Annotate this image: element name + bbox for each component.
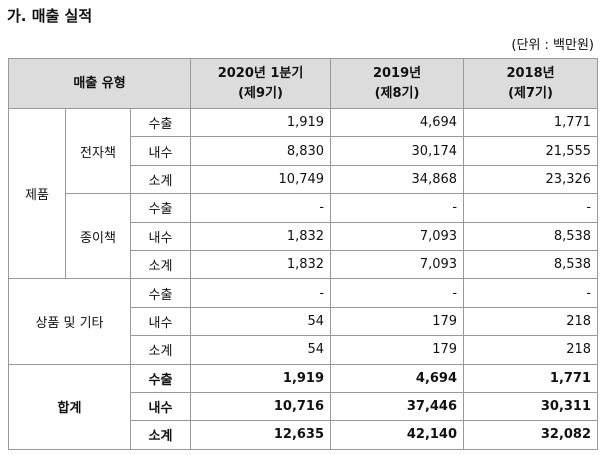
table-row: 제품 전자책 수출 1,919 4,694 1,771 <box>8 107 599 280</box>
table-row: 소계 54 179 218 <box>9 335 599 365</box>
value-cell: 1,832 <box>190 221 332 251</box>
value-cell: 8,830 <box>190 136 332 166</box>
value-cell: 54 <box>190 335 332 365</box>
header-cell: 2018년 (제7기) <box>463 58 599 109</box>
value-cell: 1,919 <box>190 363 332 393</box>
value-cell: 1,919 <box>190 107 332 138</box>
value-cell: 32,082 <box>463 420 599 450</box>
value-cell: - <box>330 193 465 223</box>
kind-cell: 내수 <box>129 306 192 337</box>
value-cell: 8,538 <box>463 249 599 280</box>
value-cell: 10,749 <box>190 164 332 195</box>
value-cell: 7,093 <box>330 221 465 251</box>
table-row: 소계 12,635 42,140 32,082 <box>9 420 599 450</box>
table-row: 소계 10,749 34,868 23,326 <box>9 164 599 195</box>
table-row: 종이책 수출 - - - <box>9 193 599 280</box>
value-cell: 179 <box>330 306 465 337</box>
sales-table: 매출 유형 2020년 1분기 (제9기) 2019년 (제8기) 2018년 (제7기)… <box>7 58 599 450</box>
value-cell: 4,694 <box>330 363 465 393</box>
kind-cell: 수출 <box>129 107 192 138</box>
header-cell: 2020년 1분기 (제9기) <box>190 58 332 109</box>
group-cell: 상품 및 기타 <box>8 278 131 365</box>
value-cell: - <box>190 278 332 308</box>
table-row: 상품 및 기타 수출 - - - <box>8 278 599 365</box>
value-cell: 218 <box>463 335 599 365</box>
unit-note: (단위 : 백만원) <box>511 38 594 53</box>
table-row: 내수 8,830 30,174 21,555 <box>9 136 599 166</box>
value-cell: 23,326 <box>463 164 599 195</box>
table-row: 소계 1,832 7,093 8,538 <box>9 249 599 280</box>
value-cell: 7,093 <box>330 249 465 280</box>
value-cell: 218 <box>463 306 599 337</box>
table-row: 내수 1,832 7,093 8,538 <box>9 221 599 251</box>
table-row: 합계 수출 1,919 4,694 1,771 <box>8 363 599 450</box>
value-cell: - <box>463 278 599 308</box>
value-cell: 8,538 <box>463 221 599 251</box>
header-line: 2018년 <box>506 65 555 81</box>
header-cell: 매출 유형 <box>7 58 192 109</box>
subgroup-cell: 전자책 <box>65 107 131 195</box>
value-cell: 1,771 <box>463 107 599 138</box>
value-cell: 1,771 <box>463 363 599 393</box>
subgroup-cell: 종이책 <box>65 193 131 280</box>
value-cell: 1,832 <box>190 249 332 280</box>
kind-cell: 수출 <box>129 363 192 393</box>
header-line: (제8기) <box>374 85 420 101</box>
kind-cell: 내수 <box>129 221 192 251</box>
kind-cell: 소계 <box>129 420 192 450</box>
value-cell: 10,716 <box>190 391 332 422</box>
value-cell: 34,868 <box>330 164 465 195</box>
table-row: 내수 54 179 218 <box>9 306 599 337</box>
value-cell: 30,174 <box>330 136 465 166</box>
header-line: (제7기) <box>508 85 553 101</box>
kind-cell: 수출 <box>129 278 192 308</box>
value-cell: 30,311 <box>463 391 599 422</box>
group-cell: 제품 <box>8 107 66 280</box>
header-line: 2019년 <box>372 65 422 81</box>
kind-cell: 소계 <box>129 164 192 195</box>
value-cell: - <box>330 278 465 308</box>
section-title: 가. 매출 실적 <box>7 7 93 25</box>
value-cell: 54 <box>190 306 332 337</box>
value-cell: 12,635 <box>190 420 332 450</box>
kind-cell: 소계 <box>129 335 192 365</box>
kind-cell: 내수 <box>129 391 192 422</box>
value-cell: 21,555 <box>463 136 599 166</box>
value-cell: 37,446 <box>330 391 465 422</box>
header-row: 매출 유형 2020년 1분기 (제9기) 2019년 (제8기) 2018년 (제7기) <box>7 58 599 109</box>
table-row: 내수 10,716 37,446 30,311 <box>9 391 599 422</box>
value-cell: 4,694 <box>330 107 465 138</box>
group-cell: 합계 <box>8 363 131 450</box>
header-line: (제9기) <box>238 85 283 101</box>
value-cell: 42,140 <box>330 420 465 450</box>
kind-cell: 수출 <box>129 193 192 223</box>
header-cell: 2019년 (제8기) <box>330 58 465 109</box>
kind-cell: 소계 <box>129 249 192 280</box>
kind-cell: 내수 <box>129 136 192 166</box>
value-cell: - <box>190 193 332 223</box>
value-cell: - <box>463 193 599 223</box>
header-line: 2020년 1분기 <box>217 65 304 81</box>
value-cell: 179 <box>330 335 465 365</box>
